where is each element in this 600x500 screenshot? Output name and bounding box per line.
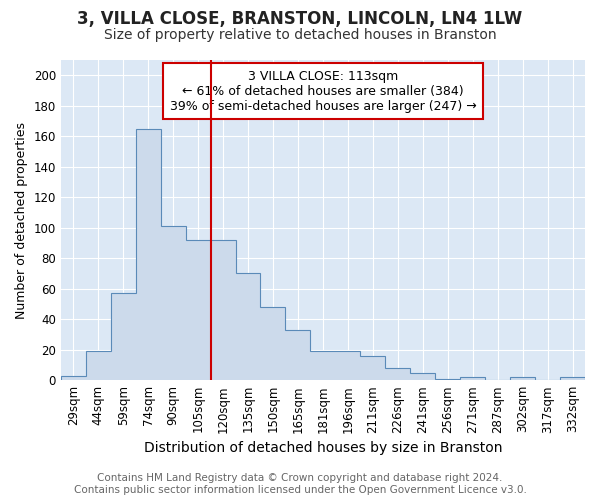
Text: Size of property relative to detached houses in Branston: Size of property relative to detached ho… xyxy=(104,28,496,42)
Y-axis label: Number of detached properties: Number of detached properties xyxy=(15,122,28,318)
Text: 3 VILLA CLOSE: 113sqm
← 61% of detached houses are smaller (384)
39% of semi-det: 3 VILLA CLOSE: 113sqm ← 61% of detached … xyxy=(170,70,476,112)
X-axis label: Distribution of detached houses by size in Branston: Distribution of detached houses by size … xyxy=(143,441,502,455)
Text: Contains HM Land Registry data © Crown copyright and database right 2024.
Contai: Contains HM Land Registry data © Crown c… xyxy=(74,474,526,495)
Text: 3, VILLA CLOSE, BRANSTON, LINCOLN, LN4 1LW: 3, VILLA CLOSE, BRANSTON, LINCOLN, LN4 1… xyxy=(77,10,523,28)
